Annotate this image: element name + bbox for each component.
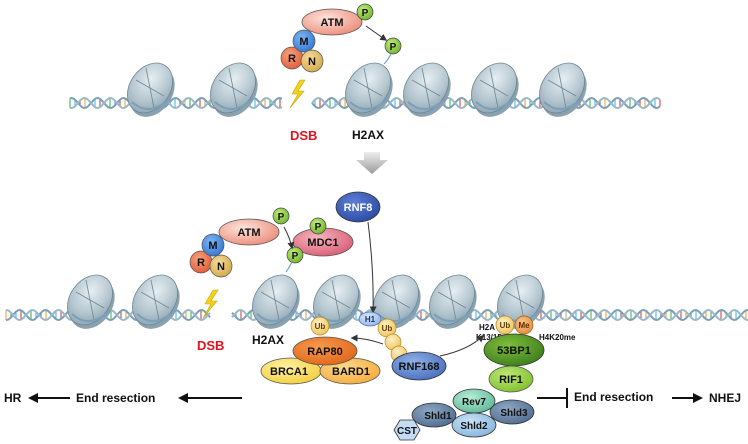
h1-histone (358, 311, 382, 327)
ub-right (495, 315, 515, 335)
ub-left (310, 316, 330, 336)
mrn-r-bottom-label: R (197, 257, 205, 269)
mrn-m-bottom (201, 233, 225, 257)
nucleosome (252, 274, 300, 329)
phosphate-atm (356, 3, 374, 21)
phosphate-mdc1 (309, 217, 327, 235)
shld3-label: Shld3 (500, 408, 528, 419)
ub-to-rap80-arrow (350, 334, 384, 345)
h2ax-label-bottom: H2AX (252, 333, 284, 347)
h2a-label: H2A (479, 323, 495, 332)
rap80-label: RAP80 (307, 346, 342, 358)
nucleosomes-top (127, 62, 587, 117)
phosphate-h2ax-top-label: P (390, 42, 397, 53)
dsb-lightning-icon (289, 79, 306, 109)
nucleosome (210, 62, 258, 117)
nucleosome (67, 274, 115, 329)
ub-h1-label: Ub (382, 324, 393, 333)
atm-label-bottom: ATM (237, 227, 260, 239)
phosphorylation-arrow-top (365, 25, 388, 41)
nucleosome (313, 274, 361, 329)
mrn-m-label: M (299, 36, 308, 48)
rif1-protein (488, 365, 534, 393)
atm-to-mdc1-arrow (283, 226, 295, 250)
mrn-m-bottom-label: M (208, 240, 217, 252)
nucleosome (403, 62, 451, 117)
bottom-panel: ATM P R M N MDC1 P P RNF8 DSB H2AX H1 Ub (189, 191, 576, 441)
nucleosome (429, 274, 477, 329)
brca1-label: BRCA1 (270, 366, 308, 378)
rnf168-protein (391, 351, 447, 381)
phosphate-atm-label: P (362, 8, 369, 19)
ub-right-label: Ub (500, 321, 511, 330)
k13-15-label: K13/15 (476, 333, 502, 342)
end-resection-right-label: End resection (574, 390, 653, 404)
nucleosome (471, 62, 519, 117)
nucleosome (345, 62, 393, 117)
shld2-label: Shld2 (460, 421, 488, 432)
phosphate-h2ax-bottom (286, 246, 304, 264)
shld1-label: Shld1 (424, 411, 452, 422)
mdc1-label: MDC1 (307, 237, 338, 249)
methyl-mark (514, 315, 534, 335)
nucleosomes-bottom (67, 274, 545, 329)
rif1-label: RIF1 (499, 374, 523, 386)
cst-label: CST (397, 426, 417, 437)
dsb-label-bottom: DSB (197, 338, 224, 353)
h4k20me-label: H4K20me (539, 333, 576, 342)
dsb-label-top: DSB (290, 128, 317, 143)
nucleosome (539, 62, 587, 117)
mrn-n-label: N (308, 56, 316, 68)
transition-down-arrow (356, 152, 388, 174)
atm-label: ATM (320, 17, 343, 29)
mrn-n-bottom (209, 254, 233, 278)
h2ax-tail-top (383, 53, 392, 65)
hr-label: HR (4, 391, 22, 405)
phosphate-atm-bottom (272, 207, 290, 225)
atm-protein (301, 8, 363, 36)
h2ax-label-top: H2AX (352, 128, 384, 142)
rnf8-label: RNF8 (344, 202, 373, 214)
atm-protein-bottom (218, 218, 280, 246)
shld2-protein (451, 412, 497, 438)
bard1-label: BARD1 (332, 366, 370, 378)
shld3-protein (489, 399, 535, 425)
h2ax-tail-bottom (285, 261, 293, 273)
rev7-label: Rev7 (462, 397, 486, 408)
nhej-label: NHEJ (709, 391, 741, 405)
nucleosome (132, 274, 180, 329)
me-label: Me (518, 321, 530, 330)
phosphate-atm-bottom-label: P (278, 212, 285, 223)
mrn-r-label: R (288, 53, 296, 65)
rap80-protein (292, 336, 358, 366)
mrn-n-bottom-label: N (217, 261, 225, 273)
rnf168-label: RNF168 (399, 361, 440, 373)
rnf168-arrow (439, 335, 485, 357)
cst-complex (393, 419, 421, 441)
top-panel: ATM P R M N P DSB H2AX (280, 3, 402, 143)
h1-label: H1 (365, 315, 376, 324)
dsb-lightning-icon-bottom (202, 289, 219, 319)
end-resection-left-label: End resection (76, 391, 155, 405)
p53bp1-label: 53BP1 (497, 345, 531, 357)
pathway-outcomes: HR End resection End resection NHEJ (4, 388, 741, 408)
rnf8-arrow (367, 221, 377, 314)
phosphate-h2ax-top (384, 37, 402, 55)
nucleosome (373, 274, 421, 329)
nucleosome (127, 62, 175, 117)
ub-left-label: Ub (315, 322, 326, 331)
phosphate-h2ax-bottom-label: P (292, 251, 299, 262)
phosphate-mdc1-label: P (315, 222, 322, 233)
mrn-n (300, 49, 324, 73)
rnf8-protein (335, 191, 381, 223)
mrn-m (292, 29, 316, 53)
shld1-protein (411, 402, 457, 428)
